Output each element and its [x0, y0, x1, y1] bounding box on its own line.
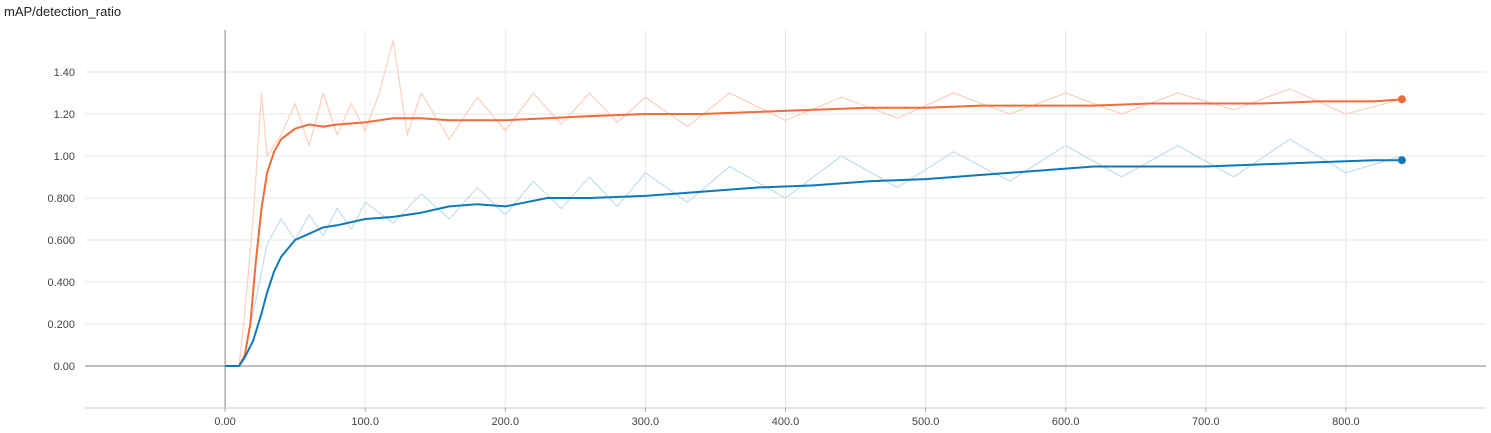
raw-series-line-0 [238, 39, 1403, 367]
x-tick-label: 200.0 [492, 416, 520, 428]
chart-title: mAP/detection_ratio [4, 4, 122, 19]
raw-series-line-1 [238, 138, 1403, 367]
x-tick-label: 0.00 [214, 416, 235, 428]
smoothed-series-line-0[interactable] [225, 98, 1402, 367]
series-end-point-1[interactable] [1397, 156, 1406, 165]
tick-labels: 0.00 100.0 200.0 300.0 400.0 500.0 600.0 700.0 8… [47, 67, 1359, 428]
y-tick-label: 0.800 [47, 193, 75, 205]
smoothed-series-line-1[interactable] [225, 159, 1402, 367]
series-end-point-0[interactable] [1397, 95, 1406, 104]
x-tick-label: 300.0 [632, 416, 660, 428]
x-tick-label: 400.0 [772, 416, 800, 428]
x-tick-label: 500.0 [912, 416, 940, 428]
smoothed-series [225, 95, 1406, 367]
x-tick-label: 100.0 [351, 416, 379, 428]
y-tick-label: 0.400 [47, 277, 75, 289]
y-tick-label: 1.40 [54, 67, 75, 79]
x-tick-label: 600.0 [1052, 416, 1080, 428]
x-tick-label: 800.0 [1332, 416, 1360, 428]
y-tick-label: 1.20 [54, 109, 75, 121]
y-tick-label: 0.00 [54, 361, 75, 373]
raw-series [238, 39, 1403, 367]
x-tick-label: 700.0 [1192, 416, 1220, 428]
y-tick-label: 0.600 [47, 235, 75, 247]
y-tick-label: 0.200 [47, 319, 75, 331]
grid-lines [85, 30, 1486, 408]
y-tick-label: 1.00 [54, 151, 75, 163]
